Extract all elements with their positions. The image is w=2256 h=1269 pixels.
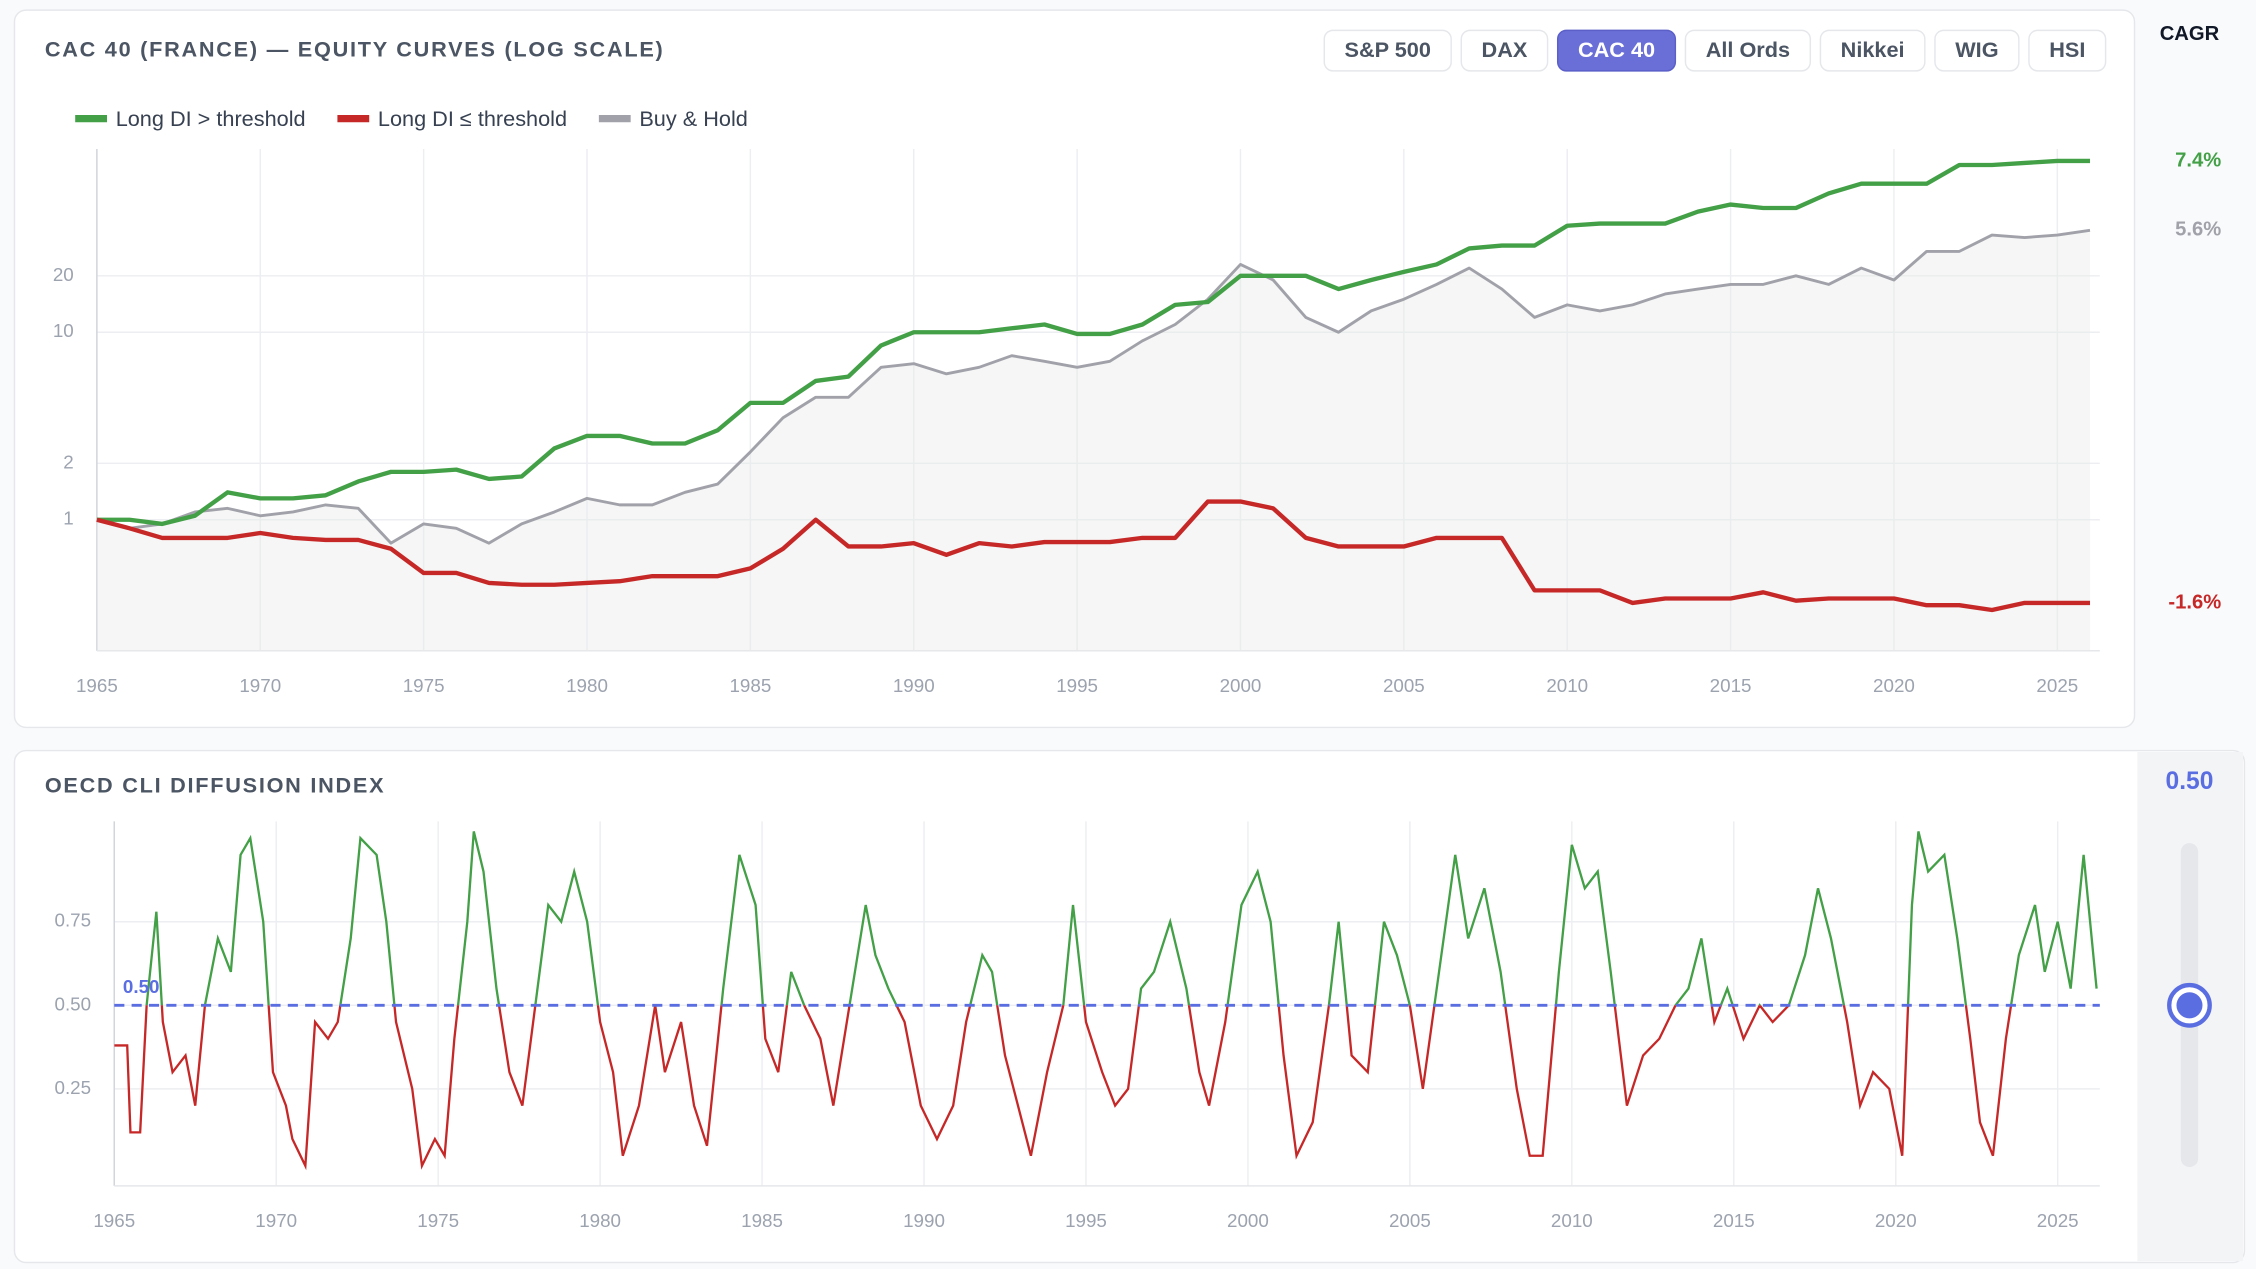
x-tick-label: 1970 bbox=[239, 675, 281, 696]
equity-line bbox=[96, 228, 2091, 545]
equity-panel bbox=[13, 9, 2136, 729]
x-tick-label: 2010 bbox=[1551, 1210, 1593, 1231]
button-label[interactable]: Nikkei bbox=[1841, 37, 1905, 62]
x-tick-label: 1985 bbox=[741, 1210, 783, 1231]
equity-line bbox=[96, 499, 2091, 613]
x-tick-label: 1980 bbox=[579, 1210, 621, 1231]
cagr-label: 7.4% bbox=[2175, 149, 2221, 171]
slider-knob[interactable] bbox=[2167, 982, 2212, 1028]
x-tick-label: 1980 bbox=[566, 675, 608, 696]
x-tick-label: 1970 bbox=[255, 1210, 297, 1231]
x-tick-label: 2000 bbox=[1220, 675, 1262, 696]
legend-label: Long DI > threshold bbox=[116, 106, 306, 131]
x-tick-label: 2005 bbox=[1383, 675, 1425, 696]
button-label[interactable]: DAX bbox=[1482, 37, 1528, 62]
x-tick-label: 1975 bbox=[403, 675, 445, 696]
x-tick-label: 1995 bbox=[1065, 1210, 1107, 1231]
market-button[interactable]: WIG bbox=[1934, 29, 2020, 72]
cagr-header: CAGR bbox=[2160, 23, 2220, 45]
knob-inner[interactable] bbox=[2176, 992, 2203, 1019]
y-tick-label: 0.75 bbox=[55, 910, 92, 931]
x-tick-label: 2005 bbox=[1389, 1210, 1431, 1231]
slider-value: 0.50 bbox=[2166, 768, 2214, 795]
x-tick-label: 1995 bbox=[1056, 675, 1098, 696]
legend-label: Buy & Hold bbox=[639, 106, 748, 131]
button-bg[interactable] bbox=[1556, 29, 1677, 72]
button-bg[interactable] bbox=[1460, 29, 1549, 72]
plot: 1965 1970 1975 1980 1985 1990 1995 2000 2005 2010… bbox=[53, 148, 2100, 696]
x-tick-label: 2025 bbox=[2037, 1210, 2079, 1231]
button-bg[interactable] bbox=[1684, 29, 1812, 72]
y-tick-label: 1 bbox=[63, 508, 73, 529]
button-label[interactable]: CAC 40 bbox=[1578, 37, 1655, 62]
x-tick-label: 2010 bbox=[1546, 675, 1588, 696]
button-label[interactable]: S&P 500 bbox=[1345, 37, 1431, 62]
area bbox=[96, 230, 2091, 651]
y-tick-label: 2 bbox=[63, 451, 73, 472]
market-button[interactable]: All Ords bbox=[1684, 29, 1812, 72]
x-tick-label: 1990 bbox=[893, 675, 935, 696]
x-tick-label: 1990 bbox=[903, 1210, 945, 1231]
button-label[interactable]: All Ords bbox=[1706, 37, 1790, 62]
chart-title: CAC 40 (FRANCE) — EQUITY CURVES (LOG SCA… bbox=[45, 36, 665, 61]
x-tick-label: 1965 bbox=[93, 1210, 135, 1231]
x-tick-label: 1975 bbox=[417, 1210, 459, 1231]
x-tick-label: 2015 bbox=[1710, 675, 1752, 696]
button-bg[interactable] bbox=[1819, 29, 1926, 72]
cagr-label: -1.6% bbox=[2168, 591, 2221, 613]
legend-label: Long DI ≤ threshold bbox=[378, 106, 567, 131]
x-tick-label: 1985 bbox=[729, 675, 771, 696]
x-tick-label: 1965 bbox=[76, 675, 118, 696]
x-tick-label: 2020 bbox=[1873, 675, 1915, 696]
button-bg[interactable] bbox=[1934, 29, 2020, 72]
y-tick-label: 0.25 bbox=[55, 1077, 92, 1098]
market-button[interactable]: S&P 500 bbox=[1323, 29, 1452, 72]
button-label[interactable]: HSI bbox=[2049, 37, 2085, 62]
diffusion-line-below bbox=[114, 1005, 2013, 1171]
button-bg[interactable] bbox=[2028, 29, 2107, 72]
plot: 1965 1970 1975 1980 1985 1990 1995 2000 2005 2010… bbox=[55, 821, 2100, 1231]
chart-title: OECD CLI DIFFUSION INDEX bbox=[45, 772, 385, 797]
market-button[interactable]: Nikkei bbox=[1819, 29, 1926, 72]
x-tick-label: 2020 bbox=[1875, 1210, 1917, 1231]
button-label[interactable]: WIG bbox=[1955, 37, 1998, 62]
x-tick-label: 2025 bbox=[2036, 675, 2078, 696]
y-tick-label: 0.50 bbox=[55, 993, 92, 1014]
y-tick-label: 20 bbox=[53, 264, 74, 285]
button-bg[interactable] bbox=[1323, 29, 1452, 72]
market-button[interactable]: HSI bbox=[2028, 29, 2107, 72]
market-button[interactable]: CAC 40 bbox=[1556, 29, 1677, 72]
market-button[interactable]: DAX bbox=[1460, 29, 1549, 72]
x-tick-label: 2015 bbox=[1713, 1210, 1755, 1231]
cagr-label: 5.6% bbox=[2175, 219, 2221, 241]
y-tick-label: 10 bbox=[53, 320, 74, 341]
diffusion-line-above bbox=[145, 831, 2098, 1006]
threshold-label: 0.50 bbox=[123, 976, 160, 997]
x-tick-label: 2000 bbox=[1227, 1210, 1269, 1231]
equity-line bbox=[96, 158, 2091, 527]
